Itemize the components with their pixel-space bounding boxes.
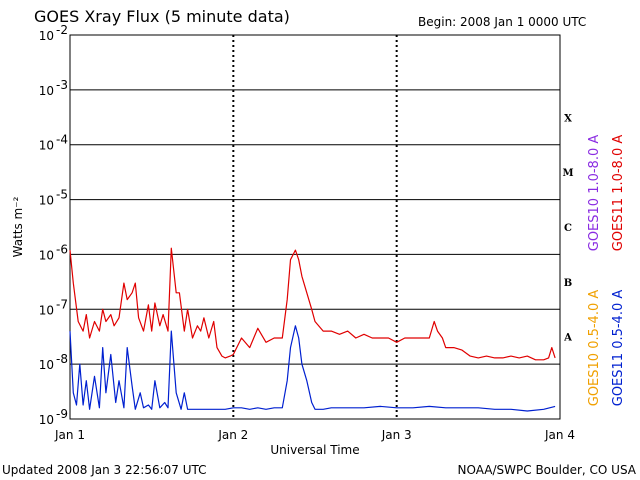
y-tick-label: 10 xyxy=(39,303,54,317)
y-tick-label: 10 xyxy=(39,84,54,98)
x-tick-label: Jan 4 xyxy=(544,428,575,442)
y-axis-label: Watts m⁻² xyxy=(11,196,25,257)
plot-frame xyxy=(69,34,561,420)
y-tick-label: 10 xyxy=(39,194,54,208)
flare-class-a: A xyxy=(563,333,572,344)
x-tick-labels: Jan 1 Jan 2 Jan 3 Jan 4 xyxy=(54,428,575,442)
y-tick-label: 10 xyxy=(39,139,54,153)
flare-class-c: C xyxy=(564,223,572,234)
y-tick-exponent: -6 xyxy=(56,242,68,256)
day-dividers xyxy=(232,35,398,419)
x-tick-label: Jan 1 xyxy=(54,428,85,442)
y-tick-labels: 10-910-810-710-610-510-410-310-2 xyxy=(39,23,68,427)
flare-class-b: B xyxy=(564,278,572,289)
y-tick-label: 10 xyxy=(39,248,54,262)
y-tick-exponent: -9 xyxy=(56,407,68,421)
y-tick-exponent: -5 xyxy=(56,188,68,202)
flare-class-m: M xyxy=(562,168,573,179)
y-tick-exponent: -2 xyxy=(56,23,68,37)
credit: NOAA/SWPC Boulder, CO USA xyxy=(458,463,637,477)
x-axis-label: Universal Time xyxy=(270,443,359,457)
y-tick-exponent: -7 xyxy=(56,297,68,311)
x-tick-label: Jan 2 xyxy=(217,428,248,442)
updated-time: Updated 2008 Jan 3 22:56:07 UTC xyxy=(2,463,207,477)
y-tick-label: 10 xyxy=(39,358,54,372)
y-tick-exponent: -8 xyxy=(56,352,68,366)
legend-entry: GOES11 1.0-8.0 A xyxy=(611,135,626,252)
legend: GOES10 1.0-8.0 A GOES11 1.0-8.0 A GOES10 0… xyxy=(587,135,626,407)
flare-class-labels: A B C M X xyxy=(562,113,573,343)
y-tick-label: 10 xyxy=(39,413,54,427)
y-tick-exponent: -4 xyxy=(56,133,68,147)
plot-area: A B C M X xyxy=(69,34,574,420)
chart-title: GOES Xray Flux (5 minute data) xyxy=(34,7,290,26)
flare-class-x: X xyxy=(564,113,572,124)
y-tick-label: 10 xyxy=(39,29,54,43)
begin-time: Begin: 2008 Jan 1 0000 UTC xyxy=(418,15,586,29)
series-line xyxy=(69,247,556,361)
legend-entry: GOES10 1.0-8.0 A xyxy=(587,135,602,252)
series-line xyxy=(69,325,556,412)
data-series xyxy=(69,247,556,412)
legend-entry: GOES10 0.5-4.0 A xyxy=(587,290,602,407)
x-tick-label: Jan 3 xyxy=(381,428,412,442)
legend-entry: GOES11 0.5-4.0 A xyxy=(611,290,626,407)
decade-gridlines xyxy=(70,89,560,365)
y-tick-exponent: -3 xyxy=(56,78,68,92)
